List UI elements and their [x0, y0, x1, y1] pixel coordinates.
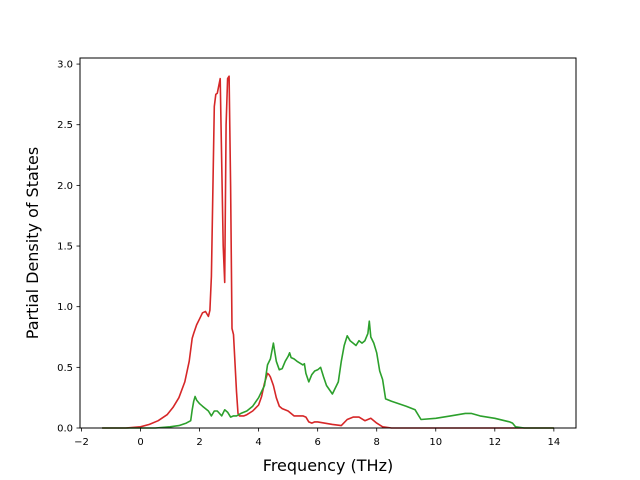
x-tick-label: 0 — [137, 437, 143, 448]
series-layer — [102, 75, 554, 429]
x-tick-label: 10 — [429, 437, 442, 448]
series-line-2 — [102, 320, 554, 429]
x-tick-label: 6 — [314, 437, 320, 448]
x-tick-label: 12 — [488, 437, 501, 448]
series-line-1 — [102, 75, 554, 429]
x-axis-ticks: −2 0 2 4 6 8 10 12 14 — [74, 428, 560, 448]
x-tick-label: 4 — [255, 437, 261, 448]
y-tick-label: 0.0 — [57, 424, 73, 435]
x-tick-label: 2 — [196, 437, 202, 448]
x-axis-label: Frequency (THz) — [263, 456, 393, 475]
y-tick-label: 1.0 — [57, 302, 73, 313]
x-tick-label: 8 — [374, 437, 380, 448]
y-tick-label: 0.5 — [57, 363, 73, 374]
y-tick-label: 3.0 — [57, 60, 73, 71]
plot-frame — [79, 57, 577, 429]
y-tick-label: 2.5 — [57, 120, 73, 131]
x-tick-label: 14 — [547, 437, 560, 448]
y-tick-label: 2.0 — [57, 181, 73, 192]
x-tick-label: −2 — [74, 437, 89, 448]
y-tick-label: 1.5 — [57, 242, 73, 253]
y-axis-label: Partial Density of States — [23, 147, 42, 339]
y-axis-ticks: 0.0 0.5 1.0 1.5 2.0 2.5 3.0 — [57, 60, 80, 435]
